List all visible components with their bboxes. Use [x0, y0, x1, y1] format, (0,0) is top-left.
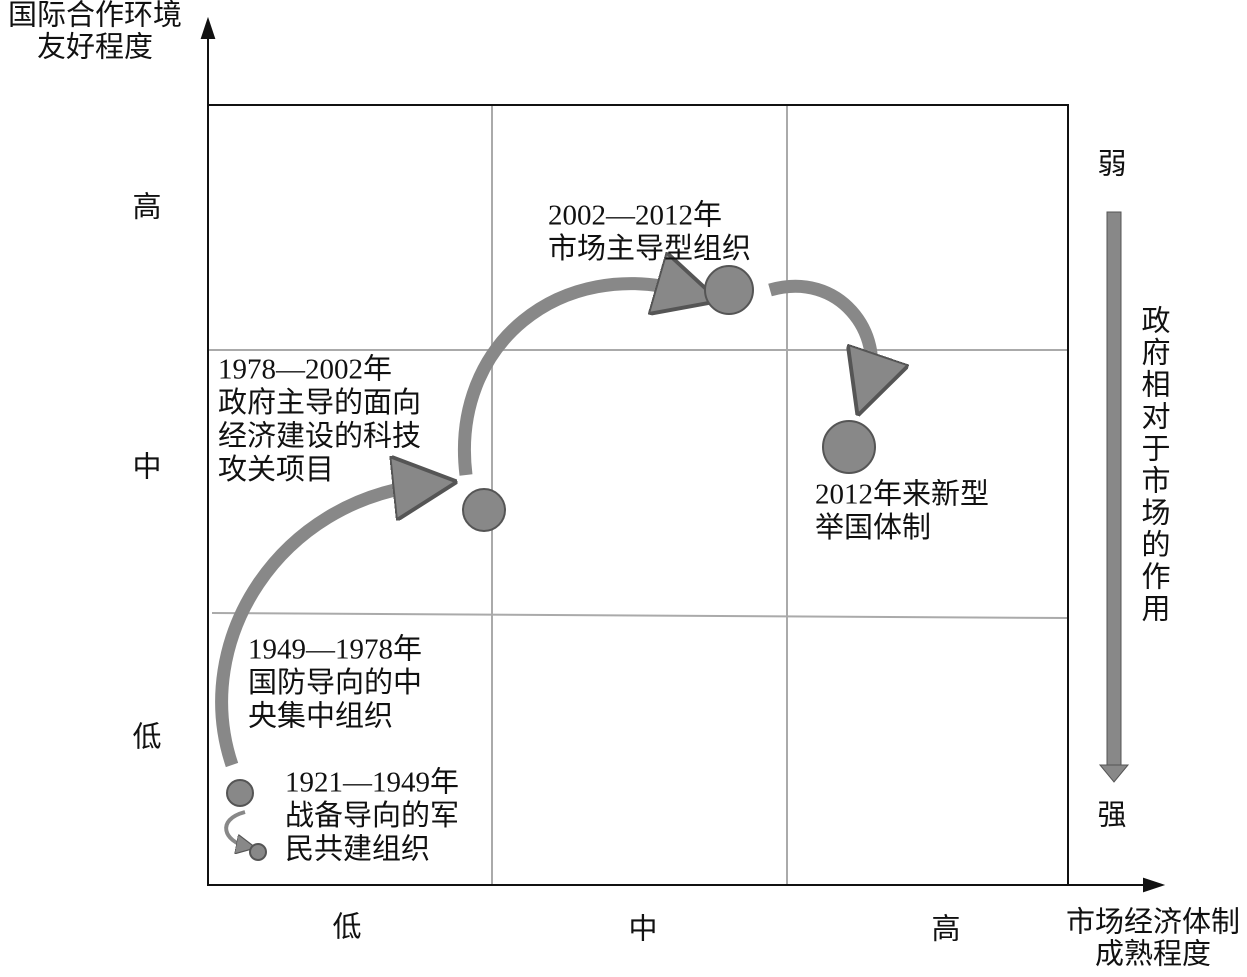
- x-level: 低: [332, 911, 361, 944]
- arrows: [215, 284, 872, 846]
- axes: [200, 16, 1166, 893]
- stage-label: 国防导向的中: [248, 666, 422, 699]
- x-level: 高: [931, 913, 960, 946]
- x-axis-label: 市场经济体制: [1066, 906, 1240, 939]
- scale-bottom: 强: [1097, 800, 1126, 832]
- stage-label: 1949—1978年: [248, 633, 422, 666]
- stage-label: 战备导向的军: [285, 799, 459, 832]
- y-level: 中: [132, 451, 161, 484]
- stage-label: 2012年来新型: [815, 478, 989, 511]
- stage-label: 民共建组织: [285, 833, 430, 866]
- stage-label: 2002—2012年: [548, 199, 722, 232]
- stage-nodes: [226, 265, 876, 861]
- x-level: 中: [628, 913, 657, 946]
- stage-label: 举国体制: [815, 511, 931, 544]
- stage-label: 1978—2002年: [218, 353, 392, 386]
- stage-label: 央集中组织: [248, 700, 393, 733]
- scale-label: 政府相对于市场的作用: [1137, 305, 1171, 625]
- y-level: 高: [132, 191, 161, 224]
- stage-label: 市场主导型组织: [548, 232, 751, 265]
- stage-label: 经济建设的科技: [218, 420, 421, 453]
- stage-label: 攻关项目: [218, 453, 334, 486]
- stage-label: 政府主导的面向: [218, 386, 421, 419]
- side-arrow: [1098, 211, 1130, 783]
- y-axis-label: 国际合作环境: [8, 0, 182, 32]
- y-level: 低: [132, 721, 161, 754]
- x-axis-label: 成熟程度: [1095, 938, 1211, 971]
- y-axis-label: 友好程度: [37, 31, 153, 64]
- stage-label: 1921—1949年: [285, 766, 459, 799]
- scale-top: 弱: [1097, 149, 1126, 181]
